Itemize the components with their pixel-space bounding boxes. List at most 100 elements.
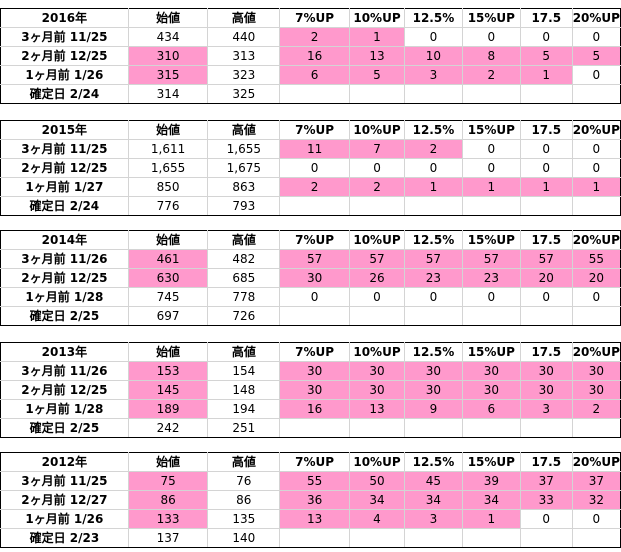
up-15pct-cell[interactable]	[461, 306, 521, 326]
year-header[interactable]: 2012年	[0, 452, 129, 472]
column-header-up-17-5pct[interactable]: 17.5	[519, 8, 573, 28]
up-12-5pct-cell[interactable]: 34	[403, 490, 463, 510]
high-price-cell[interactable]: 1,655	[207, 139, 281, 159]
up-12-5pct-cell[interactable]	[403, 196, 463, 216]
column-header-up-20pct[interactable]: 20%UP	[571, 452, 621, 472]
up-10pct-cell[interactable]	[349, 418, 405, 438]
open-price-cell[interactable]: 145	[127, 380, 209, 400]
open-price-cell[interactable]: 153	[127, 361, 209, 381]
row-label-cell[interactable]: 2ヶ月前 12/25	[0, 46, 129, 66]
up-10pct-cell[interactable]	[349, 196, 405, 216]
up-15pct-cell[interactable]: 0	[461, 287, 521, 307]
up-7pct-cell[interactable]	[279, 306, 351, 326]
high-price-cell[interactable]: 251	[207, 418, 281, 438]
up-17-5pct-cell[interactable]: 20	[519, 268, 573, 288]
column-header-up-7pct[interactable]: 7%UP	[279, 230, 351, 250]
open-price-cell[interactable]: 850	[127, 177, 209, 197]
up-7pct-cell[interactable]: 6	[279, 65, 351, 85]
column-header-up-10pct[interactable]: 10%UP	[349, 8, 405, 28]
open-price-cell[interactable]: 697	[127, 306, 209, 326]
open-price-cell[interactable]: 776	[127, 196, 209, 216]
open-price-cell[interactable]: 133	[127, 509, 209, 529]
row-label-cell[interactable]: 確定日 2/24	[0, 196, 129, 216]
column-header-up-15pct[interactable]: 15%UP	[461, 8, 521, 28]
up-7pct-cell[interactable]: 0	[279, 287, 351, 307]
column-header-open-price[interactable]: 始値	[127, 452, 209, 472]
up-17-5pct-cell[interactable]: 37	[519, 471, 573, 491]
column-header-high-price[interactable]: 高値	[207, 230, 281, 250]
open-price-cell[interactable]: 137	[127, 528, 209, 548]
column-header-high-price[interactable]: 高値	[207, 452, 281, 472]
high-price-cell[interactable]: 140	[207, 528, 281, 548]
up-17-5pct-cell[interactable]: 3	[519, 399, 573, 419]
up-17-5pct-cell[interactable]	[519, 196, 573, 216]
open-price-cell[interactable]: 630	[127, 268, 209, 288]
up-17-5pct-cell[interactable]	[519, 418, 573, 438]
column-header-up-15pct[interactable]: 15%UP	[461, 342, 521, 362]
column-header-up-10pct[interactable]: 10%UP	[349, 452, 405, 472]
column-header-open-price[interactable]: 始値	[127, 120, 209, 140]
open-price-cell[interactable]: 86	[127, 490, 209, 510]
up-17-5pct-cell[interactable]	[519, 306, 573, 326]
high-price-cell[interactable]: 323	[207, 65, 281, 85]
high-price-cell[interactable]: 325	[207, 84, 281, 104]
year-header[interactable]: 2013年	[0, 342, 129, 362]
open-price-cell[interactable]: 242	[127, 418, 209, 438]
open-price-cell[interactable]: 310	[127, 46, 209, 66]
column-header-up-7pct[interactable]: 7%UP	[279, 120, 351, 140]
up-12-5pct-cell[interactable]	[403, 528, 463, 548]
open-price-cell[interactable]: 1,655	[127, 158, 209, 178]
up-12-5pct-cell[interactable]: 57	[403, 249, 463, 269]
up-10pct-cell[interactable]: 30	[349, 380, 405, 400]
row-label-cell[interactable]: 3ヶ月前 11/26	[0, 361, 129, 381]
up-15pct-cell[interactable]: 30	[461, 361, 521, 381]
up-17-5pct-cell[interactable]: 33	[519, 490, 573, 510]
up-17-5pct-cell[interactable]: 57	[519, 249, 573, 269]
column-header-open-price[interactable]: 始値	[127, 8, 209, 28]
up-10pct-cell[interactable]: 2	[349, 177, 405, 197]
row-label-cell[interactable]: 確定日 2/23	[0, 528, 129, 548]
year-header[interactable]: 2014年	[0, 230, 129, 250]
up-7pct-cell[interactable]: 13	[279, 509, 351, 529]
up-15pct-cell[interactable]: 1	[461, 509, 521, 529]
up-12-5pct-cell[interactable]: 0	[403, 287, 463, 307]
up-20pct-cell[interactable]: 0	[571, 27, 621, 47]
up-7pct-cell[interactable]: 30	[279, 268, 351, 288]
up-7pct-cell[interactable]: 0	[279, 158, 351, 178]
up-7pct-cell[interactable]: 30	[279, 361, 351, 381]
column-header-high-price[interactable]: 高値	[207, 342, 281, 362]
up-17-5pct-cell[interactable]: 0	[519, 509, 573, 529]
up-20pct-cell[interactable]: 0	[571, 158, 621, 178]
up-20pct-cell[interactable]: 2	[571, 399, 621, 419]
column-header-up-15pct[interactable]: 15%UP	[461, 120, 521, 140]
up-17-5pct-cell[interactable]: 30	[519, 361, 573, 381]
up-20pct-cell[interactable]: 5	[571, 46, 621, 66]
up-15pct-cell[interactable]	[461, 84, 521, 104]
up-17-5pct-cell[interactable]: 0	[519, 27, 573, 47]
column-header-up-7pct[interactable]: 7%UP	[279, 8, 351, 28]
high-price-cell[interactable]: 76	[207, 471, 281, 491]
up-15pct-cell[interactable]: 23	[461, 268, 521, 288]
row-label-cell[interactable]: 1ヶ月前 1/27	[0, 177, 129, 197]
up-20pct-cell[interactable]: 0	[571, 509, 621, 529]
high-price-cell[interactable]: 148	[207, 380, 281, 400]
row-label-cell[interactable]: 2ヶ月前 12/25	[0, 268, 129, 288]
up-10pct-cell[interactable]: 0	[349, 158, 405, 178]
up-15pct-cell[interactable]: 30	[461, 380, 521, 400]
up-15pct-cell[interactable]: 34	[461, 490, 521, 510]
up-20pct-cell[interactable]: 55	[571, 249, 621, 269]
high-price-cell[interactable]: 685	[207, 268, 281, 288]
column-header-up-17-5pct[interactable]: 17.5	[519, 230, 573, 250]
up-7pct-cell[interactable]: 30	[279, 380, 351, 400]
column-header-open-price[interactable]: 始値	[127, 342, 209, 362]
column-header-up-15pct[interactable]: 15%UP	[461, 230, 521, 250]
up-17-5pct-cell[interactable]: 1	[519, 65, 573, 85]
row-label-cell[interactable]: 2ヶ月前 12/27	[0, 490, 129, 510]
up-10pct-cell[interactable]: 4	[349, 509, 405, 529]
open-price-cell[interactable]: 75	[127, 471, 209, 491]
up-7pct-cell[interactable]: 2	[279, 27, 351, 47]
high-price-cell[interactable]: 793	[207, 196, 281, 216]
up-17-5pct-cell[interactable]: 0	[519, 158, 573, 178]
open-price-cell[interactable]: 745	[127, 287, 209, 307]
column-header-up-20pct[interactable]: 20%UP	[571, 8, 621, 28]
